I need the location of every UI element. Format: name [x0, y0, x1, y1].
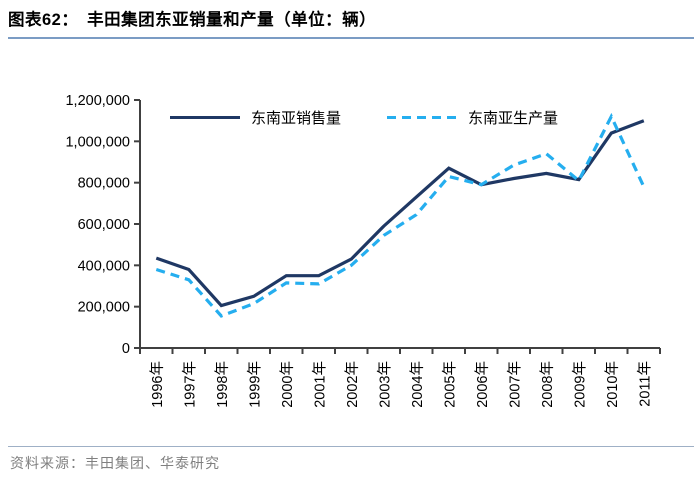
x-axis-label: 2006年	[474, 361, 491, 408]
y-axis-label: 200,000	[78, 300, 130, 316]
legend-label-production: 东南亚生产量	[468, 110, 559, 127]
x-axis-label: 2010年	[604, 361, 621, 408]
legend-item-production: 东南亚生产量	[387, 107, 558, 128]
y-axis-label: 400,000	[78, 258, 130, 274]
x-axis-label: 2009年	[571, 361, 588, 408]
y-axis-label: 800,000	[78, 176, 130, 192]
figure-title: 图表62： 丰田集团东亚销量和产量（单位：辆）	[8, 6, 694, 39]
legend-item-sales: 东南亚销售量	[170, 107, 341, 128]
x-axis-label: 2011年	[636, 361, 653, 407]
x-axis-label: 2008年	[539, 361, 556, 408]
x-axis-label: 2005年	[441, 361, 458, 408]
x-axis-label: 2004年	[409, 361, 426, 408]
x-axis-label: 2003年	[376, 361, 393, 408]
production-series-line	[155, 112, 646, 318]
x-axis-label: 1999年	[246, 361, 263, 408]
chart-legend: 东南亚销售量 东南亚生产量	[170, 107, 558, 128]
x-axis-label: 2007年	[506, 361, 523, 408]
x-axis-label: 2001年	[311, 361, 328, 408]
x-axis-label: 1997年	[181, 361, 198, 408]
y-axis-label: 1,000,000	[65, 134, 130, 150]
x-axis-label: 1996年	[149, 361, 166, 408]
x-axis-label: 2002年	[344, 361, 361, 408]
sales-series-line	[155, 119, 645, 308]
x-axis-label: 2000年	[279, 361, 296, 408]
axis-lines	[139, 100, 660, 349]
y-axis-label: 600,000	[78, 217, 130, 233]
y-axis-label: 0	[122, 341, 130, 357]
source-note: 资料来源：丰田集团、华泰研究	[10, 457, 220, 472]
production-line-swatch	[387, 116, 458, 119]
x-axis-label: 1998年	[214, 361, 231, 408]
legend-label-sales: 东南亚销售量	[251, 110, 342, 127]
y-axis-label: 1,200,000	[65, 93, 130, 109]
sales-line-swatch	[170, 116, 240, 119]
footer-divider	[8, 446, 694, 447]
